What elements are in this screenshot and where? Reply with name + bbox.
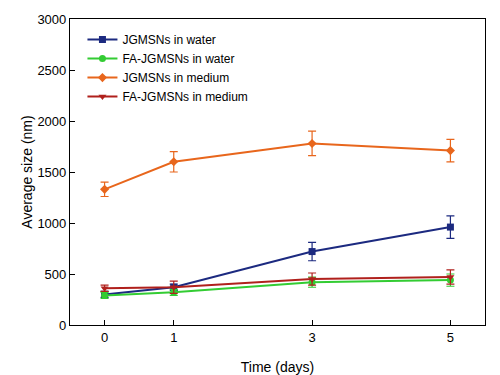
svg-text:JGMSNs in medium: JGMSNs in medium [122,71,229,85]
svg-text:Average size (nm): Average size (nm) [19,115,35,228]
svg-text:2500: 2500 [37,63,66,78]
svg-text:1500: 1500 [37,165,66,180]
svg-text:5: 5 [447,330,454,345]
svg-text:JGMSNs in water: JGMSNs in water [122,33,215,47]
svg-text:0: 0 [101,330,108,345]
svg-text:FA-JGMSNs in water: FA-JGMSNs in water [122,52,234,66]
svg-text:500: 500 [45,267,67,282]
svg-text:1: 1 [170,330,177,345]
svg-text:1000: 1000 [37,216,66,231]
svg-text:3000: 3000 [37,12,66,27]
svg-text:0: 0 [59,318,66,333]
svg-text:FA-JGMSNs in medium: FA-JGMSNs in medium [122,90,247,104]
svg-text:2000: 2000 [37,114,66,129]
svg-text:3: 3 [308,330,315,345]
svg-text:Time (days): Time (days) [241,359,314,375]
